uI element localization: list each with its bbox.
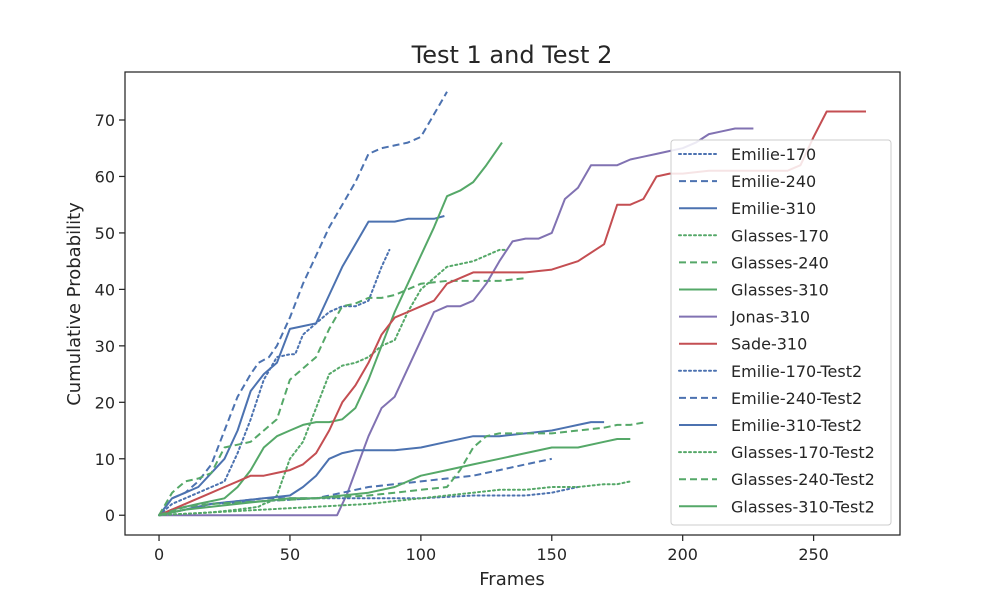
legend-label-glasses-310-test2: Glasses-310-Test2 [731,497,875,516]
legend-label-emilie-240-test2: Emilie-240-Test2 [731,389,862,408]
legend-label-glasses-240-test2: Glasses-240-Test2 [731,470,875,489]
series-line-glasses-310 [158,142,503,517]
legend-label-emilie-170-test2: Emilie-170-Test2 [731,362,862,381]
legend-label-sade-310: Sade-310 [731,335,807,354]
legend-items: Emilie-170 Emilie-240 Emilie-310 Glasses-17… [678,145,875,516]
series-line-emilie-310-test2 [158,421,605,517]
legend-label-glasses-170-test2: Glasses-170-Test2 [731,443,875,462]
legend-label-emilie-240: Emilie-240 [731,172,816,191]
x-tick-label: 250 [798,545,829,564]
legend-label-glasses-170: Glasses-170 [731,226,829,245]
y-axis: 0 10 20 30 40 50 60 70 [95,111,125,525]
legend-label-jonas-310: Jonas-310 [730,308,810,327]
legend-label-emilie-310: Emilie-310 [731,199,816,218]
y-axis-label: Cumulative Probability [64,202,85,406]
x-axis-label: Frames [479,569,544,590]
legend-label-glasses-310: Glasses-310 [731,281,829,300]
series-line-emilie-240 [158,91,448,516]
series-line-glasses-170-test2 [158,480,632,517]
legend-label-emilie-170: Emilie-170 [731,145,816,164]
series-line-emilie-310 [158,215,445,516]
x-tick-label: 100 [406,545,437,564]
y-tick-label: 40 [95,280,115,299]
plot-frame [124,71,901,536]
legend-box [670,139,892,526]
x-tick-label: 150 [537,545,568,564]
y-tick-label: 0 [105,506,115,525]
y-tick-label: 20 [95,393,115,412]
y-tick-label: 60 [95,167,115,186]
series-line-glasses-310-test2 [158,438,631,517]
legend: Emilie-170 Emilie-240 Emilie-310 Glasses-17… [670,139,892,526]
y-tick-label: 10 [95,450,115,469]
series-line-glasses-170 [158,248,506,517]
x-axis: 0 50 100 150 200 250 [154,535,829,564]
legend-label-emilie-310-test2: Emilie-310-Test2 [731,416,862,435]
series-line-emilie-170 [158,248,391,517]
x-tick-label: 0 [154,545,164,564]
series-line-glasses-240 [158,277,526,516]
legend-label-glasses-240: Glasses-240 [731,253,829,272]
x-tick-label: 50 [280,545,300,564]
y-tick-label: 30 [95,337,115,356]
y-tick-label: 70 [95,111,115,130]
chart-title: Test 1 and Test 2 [411,41,613,69]
x-tick-label: 200 [667,545,698,564]
series-line-emilie-240-test2 [158,457,553,517]
y-tick-label: 50 [95,224,115,243]
